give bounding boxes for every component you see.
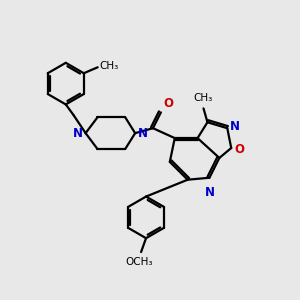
Text: N: N — [138, 127, 148, 140]
Text: O: O — [163, 98, 173, 110]
Text: OCH₃: OCH₃ — [125, 257, 153, 267]
Text: N: N — [73, 127, 82, 140]
Text: N: N — [230, 120, 240, 133]
Text: CH₃: CH₃ — [100, 61, 119, 71]
Text: O: O — [234, 142, 244, 155]
Text: N: N — [204, 186, 214, 199]
Text: CH₃: CH₃ — [193, 93, 212, 103]
